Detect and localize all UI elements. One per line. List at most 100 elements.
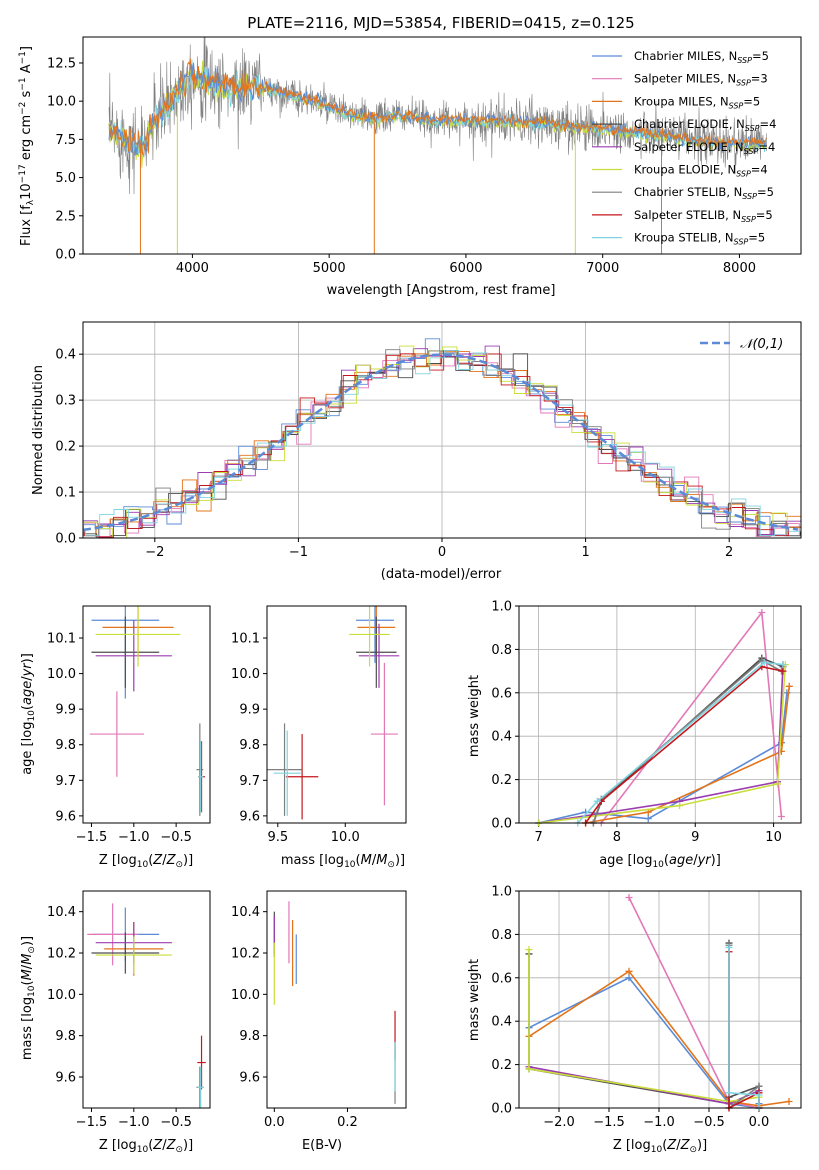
- mass-vs-metallicity-panel: Z [log10(Z/Z⊙)] mass [log10(M/M⊙)] −1.5−…: [20, 890, 211, 1155]
- age-vs-Z-ytick-label: 9.6: [55, 809, 76, 824]
- massweight-vs-Z-marker: [625, 894, 633, 902]
- massweight-vs-age-xtick-label: 10: [765, 830, 782, 845]
- spectrum-xtick-label: 6000: [449, 261, 482, 276]
- legend-label: Kroupa ELODIE, NSSP=4: [634, 163, 768, 179]
- massweight-vs-age-marker: [785, 682, 793, 690]
- mass-vs-Z-xtick-label: −1.5: [76, 1115, 108, 1130]
- histogram-xtick-label: −1: [289, 545, 308, 560]
- massweight-vs-age-xlabel: age [log10(age/yr)]: [599, 853, 721, 870]
- massweight-vs-Z-frame: [518, 890, 802, 1109]
- spectrum-ytick-label: 12.5: [47, 56, 76, 71]
- massweight-vs-Z-marker: [785, 1097, 793, 1105]
- legend-label: Kroupa MILES, NSSP=5: [634, 94, 760, 110]
- age-vs-mass-ytick-label: 10.0: [231, 667, 260, 682]
- normal-reference-curve: [83, 353, 799, 532]
- age-vs-Z-ytick-label: 10.1: [47, 632, 76, 647]
- massweight-vs-Z-marker: [755, 1082, 763, 1090]
- histogram-step-line: [83, 345, 801, 538]
- massweight-vs-Z-series-line: [728, 947, 760, 1108]
- massweight-vs-age-series-line: [585, 686, 791, 824]
- age-vs-Z-xtick-label: −1.0: [118, 830, 150, 845]
- massweight-vs-age-ylabel: mass weight: [467, 675, 482, 757]
- mass-vs-Z-xtick-label: −1.0: [118, 1115, 150, 1130]
- mass-vs-EBV-ytick-label: 10.2: [231, 947, 260, 962]
- histogram-step-line: [83, 349, 801, 537]
- spectrum-xtick-label: 4000: [176, 261, 209, 276]
- mass-vs-Z-xlabel: Z [log10(Z/Z⊙)]: [99, 1138, 193, 1155]
- massweight-vs-Z-marker: [725, 1089, 733, 1097]
- massweight-vs-age-marker: [676, 802, 684, 810]
- massweight-vs-Z-ytick-label: 0.2: [491, 1058, 512, 1073]
- age-vs-Z-ytick-label: 10.0: [47, 667, 76, 682]
- mass-vs-EBV-ytick-label: 10.0: [231, 988, 260, 1003]
- spectrum-ytick-label: 2.5: [55, 209, 76, 224]
- age-vs-mass-ytick-label: 9.8: [239, 738, 260, 753]
- histogram-step-line: [83, 353, 801, 538]
- legend-label: Kroupa STELIB, NSSP=5: [634, 231, 765, 247]
- spectrum-xtick-label: 5000: [313, 261, 346, 276]
- mass-vs-Z-ytick-label: 9.8: [55, 1029, 76, 1044]
- massweight-vs-age-marker: [779, 667, 787, 675]
- massweight-vs-age-ytick-label: 0.2: [491, 773, 512, 788]
- histogram-ytick-label: 0.2: [55, 440, 76, 455]
- age-vs-mass-panel: mass [log10(M/M⊙)] 9.5 10.0 9.6 9.7 9.8 9.9 10…: [231, 605, 407, 870]
- massweight-vs-age-marker: [593, 797, 601, 805]
- massweight-vs-age-ytick-label: 0.4: [491, 730, 512, 745]
- massweight-vs-age-xtick-label: 7: [534, 830, 542, 845]
- mass-vs-EBV-xtick-label: 0.2: [337, 1115, 358, 1130]
- age-vs-mass-plot-area: [267, 606, 400, 820]
- massweight-vs-age-marker: [758, 609, 766, 617]
- massweight-vs-Z-marker: [525, 946, 533, 954]
- massweight-vs-age-marker: [774, 780, 781, 788]
- massweight-vs-Z-marker: [725, 943, 733, 951]
- mass-vs-Z-ytick-label: 9.6: [55, 1071, 76, 1086]
- mass-vs-EBV-plot-area: [273, 901, 396, 1104]
- histogram-ytick-label: 0.1: [55, 486, 76, 501]
- mass-vs-Z-xtick-label: −0.5: [160, 1115, 192, 1130]
- mass-vs-Z-ylabel: mass [log10(M/M⊙)]: [20, 936, 37, 1060]
- massweight-vs-Z-marker: [525, 1065, 533, 1073]
- spectrum-ytick-label: 0.0: [55, 248, 76, 263]
- massweight-vs-Z-ylabel: mass weight: [467, 959, 482, 1041]
- massweight-vs-Z-ytick-label: 0.0: [491, 1102, 512, 1117]
- age-vs-Z-frame: [82, 605, 211, 824]
- massweight-vs-age-marker: [779, 661, 787, 669]
- legend-label: Salpeter STELIB, NSSP=5: [634, 208, 773, 224]
- mass-vs-Z-ytick-label: 10.4: [47, 905, 76, 920]
- histogram-ytick-label: 0.3: [55, 394, 76, 409]
- massweight-vs-Z-ytick-label: 0.6: [491, 971, 512, 986]
- spectrum-xlabel: wavelength [Angstrom, rest frame]: [327, 283, 556, 298]
- massweight-vs-age-series-line: [577, 661, 784, 824]
- histogram-xtick-label: 0: [438, 545, 446, 560]
- massweight-vs-Z-marker: [625, 974, 633, 982]
- spectrum-ytick-label: 5.0: [55, 171, 76, 186]
- massweight-vs-age-xtick-label: 8: [613, 830, 621, 845]
- spectrum-xtick-label: 8000: [723, 261, 756, 276]
- massweight-vs-Z-xtick-label: −1.0: [643, 1115, 675, 1130]
- massweight-vs-age-panel: age [log10(age/yr)] mass weight 7 8 9 10 0.0…: [467, 600, 802, 870]
- massweight-vs-age-series-line: [538, 664, 787, 824]
- age-vs-Z-plot-area: [89, 606, 205, 816]
- histogram-xtick-label: 1: [581, 545, 589, 560]
- massweight-vs-age-frame: [518, 605, 802, 824]
- massweight-vs-age-xtick-label: 9: [691, 830, 699, 845]
- spectrum-panel: PLATE=2116, MJD=53854, FIBERID=0415, z=0…: [18, 14, 802, 298]
- age-vs-mass-xtick-label: 9.5: [267, 830, 288, 845]
- histogram-ytick-label: 0.4: [55, 348, 76, 363]
- spectrum-ylabel: Flux [fλ10−17 erg cm−2 s−1 A−1]: [18, 46, 36, 246]
- massweight-vs-metallicity-panel: Z [log10(Z/Z⊙)] mass weight −2.0 −1.5 −1.0…: [467, 885, 802, 1155]
- histogram-xtick-label: 2: [725, 545, 733, 560]
- histogram-ytick-label: 0.0: [55, 532, 76, 547]
- massweight-vs-Z-marker: [755, 1091, 763, 1099]
- spectrum-ytick-label: 10.0: [47, 95, 76, 110]
- legend-label: Salpeter MILES, NSSP=3: [634, 72, 768, 88]
- mass-vs-Z-frame: [82, 890, 211, 1109]
- age-vs-Z-ytick-label: 9.8: [55, 738, 76, 753]
- age-vs-mass-ytick-label: 10.1: [231, 632, 260, 647]
- mass-vs-EBV-ytick-label: 9.6: [239, 1071, 260, 1086]
- histogram-ylabel: Normed distribution: [31, 365, 46, 495]
- massweight-vs-Z-ytick-label: 0.4: [491, 1015, 512, 1030]
- age-vs-Z-ytick-label: 9.7: [55, 774, 76, 789]
- mass-vs-EBV-xtick-label: 0.0: [264, 1115, 285, 1130]
